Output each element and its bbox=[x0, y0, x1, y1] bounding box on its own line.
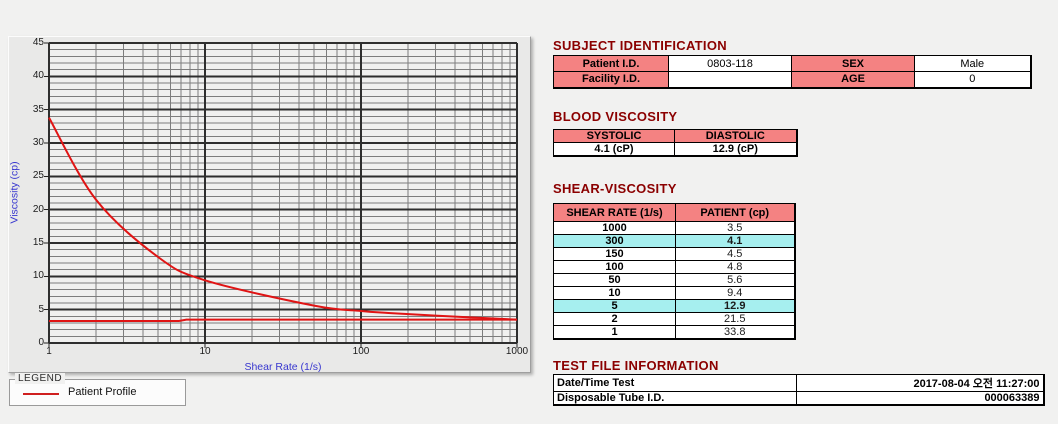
viscosity-chart-panel: Shear Rate (1/s) Viscosity (cp) 0 5 10 15 20… bbox=[8, 36, 531, 373]
y-tick-label: 45 bbox=[32, 37, 44, 48]
patient-viscosity-value: 4.5 bbox=[675, 247, 795, 261]
shear-rate-value: 300 bbox=[553, 234, 676, 248]
x-axis-label: Shear Rate (1/s) bbox=[244, 361, 322, 373]
shear-rate-value: 10 bbox=[553, 286, 676, 300]
legend-line-sample bbox=[23, 393, 59, 395]
subject-identification-title: SUBJECT IDENTIFICATION bbox=[553, 38, 727, 53]
patient-viscosity-value: 3.5 bbox=[675, 221, 795, 235]
shear-rate-value: 5 bbox=[553, 299, 676, 313]
shear-viscosity-row: 5 12.9 bbox=[553, 299, 795, 313]
systolic-header: SYSTOLIC bbox=[553, 129, 675, 143]
patient-viscosity-value: 9.4 bbox=[675, 286, 795, 300]
shear-viscosity-row: 10 9.4 bbox=[553, 286, 795, 300]
shear-viscosity-row: 2 21.5 bbox=[553, 312, 795, 326]
field-value: 0 bbox=[914, 71, 1031, 88]
x-tick-label: 100 bbox=[352, 346, 370, 357]
plot-area: Shear Rate (1/s) Viscosity (cp) 0 5 10 15 20… bbox=[9, 37, 529, 373]
shear-viscosity-row: 50 5.6 bbox=[553, 273, 795, 287]
test-file-value: 2017-08-04 오전 11:27:00 bbox=[796, 374, 1044, 392]
patient-cp-header: PATIENT (cp) bbox=[675, 203, 795, 222]
y-tick-label: 20 bbox=[32, 203, 44, 215]
shear-viscosity-table: SHEAR RATE (1/s) PATIENT (cp) 1000 3.5 300… bbox=[553, 203, 796, 340]
shear-rate-value: 50 bbox=[553, 273, 676, 287]
test-file-label: Disposable Tube I.D. bbox=[553, 391, 797, 406]
y-tick-label: 0 bbox=[38, 337, 44, 348]
x-tick-label: 10 bbox=[199, 346, 211, 357]
shear-viscosity-row: 1 33.8 bbox=[553, 325, 795, 340]
y-tick-label: 40 bbox=[32, 70, 44, 82]
patient-viscosity-value: 4.8 bbox=[675, 260, 795, 274]
shear-rate-value: 150 bbox=[553, 247, 676, 261]
test-file-row: Date/Time Test 2017-08-04 오전 11:27:00 bbox=[553, 374, 1044, 392]
test-file-label: Date/Time Test bbox=[553, 374, 797, 392]
y-tick-label: 30 bbox=[32, 137, 44, 148]
systolic-value: 4.1 (cP) bbox=[553, 142, 675, 157]
y-tick-label: 35 bbox=[32, 103, 44, 115]
shear-rate-value: 100 bbox=[553, 260, 676, 274]
legend-title: LEGEND bbox=[15, 373, 66, 384]
patient-viscosity-value: 33.8 bbox=[675, 325, 795, 340]
shear-rate-value: 2 bbox=[553, 312, 676, 326]
diastolic-header: DIASTOLIC bbox=[674, 129, 797, 143]
sv-header-row: SHEAR RATE (1/s) PATIENT (cp) bbox=[553, 203, 795, 222]
blood-viscosity-title: BLOOD VISCOSITY bbox=[553, 109, 678, 124]
test-file-row: Disposable Tube I.D. 000063389 bbox=[553, 391, 1044, 406]
shear-viscosity-title: SHEAR-VISCOSITY bbox=[553, 181, 677, 196]
patient-viscosity-value: 5.6 bbox=[675, 273, 795, 287]
shear-viscosity-row: 150 4.5 bbox=[553, 247, 795, 261]
blood-viscosity-table: SYSTOLIC DIASTOLIC 4.1 (cP) 12.9 (cP) bbox=[553, 129, 798, 157]
field-value: Male bbox=[914, 55, 1031, 72]
subject-row: Patient I.D. 0803-118 SEX Male bbox=[553, 55, 1031, 72]
test-file-value: 000063389 bbox=[796, 391, 1044, 406]
y-tick-label: 5 bbox=[38, 303, 44, 315]
bv-header-row: SYSTOLIC DIASTOLIC bbox=[553, 129, 797, 143]
shear-rate-value: 1000 bbox=[553, 221, 676, 235]
subject-row: Facility I.D. AGE 0 bbox=[553, 71, 1031, 88]
shear-rate-header: SHEAR RATE (1/s) bbox=[553, 203, 676, 222]
baseline-trace-line bbox=[49, 318, 517, 322]
viscosity-vs-shear-chart bbox=[44, 42, 518, 348]
subject-identification-table: Patient I.D. 0803-118 SEX Male Facility I.D.… bbox=[553, 55, 1032, 89]
bv-value-row: 4.1 (cP) 12.9 (cP) bbox=[553, 142, 797, 157]
shear-viscosity-row: 300 4.1 bbox=[553, 234, 795, 248]
field-value: 0803-118 bbox=[668, 55, 792, 72]
x-tick-label: 1 bbox=[46, 346, 52, 357]
y-tick-label: 25 bbox=[32, 170, 44, 182]
test-file-information-table: Date/Time Test 2017-08-04 오전 11:27:00 Disp… bbox=[553, 374, 1045, 406]
x-tick-label: 1000 bbox=[505, 346, 529, 357]
diastolic-value: 12.9 (cP) bbox=[674, 142, 797, 157]
field-label: Patient I.D. bbox=[553, 55, 669, 72]
shear-viscosity-row: 100 4.8 bbox=[553, 260, 795, 274]
patient-viscosity-value: 12.9 bbox=[675, 299, 795, 313]
y-tick-label: 15 bbox=[32, 237, 44, 248]
field-label: Facility I.D. bbox=[553, 71, 669, 88]
patient-viscosity-value: 4.1 bbox=[675, 234, 795, 248]
field-label: AGE bbox=[791, 71, 915, 88]
field-label: SEX bbox=[791, 55, 915, 72]
shear-rate-value: 1 bbox=[553, 325, 676, 340]
field-value bbox=[668, 71, 792, 88]
y-axis-label: Viscosity (cp) bbox=[8, 161, 21, 224]
legend-entry-label: Patient Profile bbox=[68, 386, 137, 398]
patient-profile-line bbox=[48, 117, 518, 321]
shear-viscosity-row: 1000 3.5 bbox=[553, 221, 795, 235]
legend: LEGEND Patient Profile bbox=[9, 373, 186, 406]
patient-viscosity-value: 21.5 bbox=[675, 312, 795, 326]
y-tick-label: 10 bbox=[32, 270, 44, 282]
test-file-information-title: TEST FILE INFORMATION bbox=[553, 358, 719, 373]
